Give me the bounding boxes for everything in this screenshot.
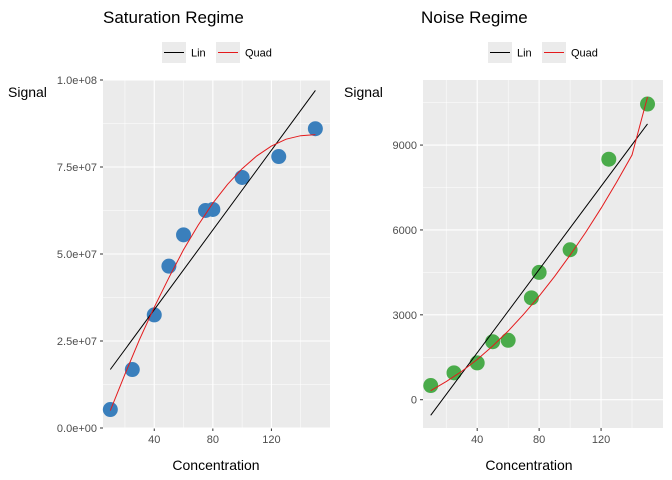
- data-point: [601, 151, 617, 167]
- chart-panel-noise: Noise Regime Lin Quad Signal Concentrati…: [344, 8, 598, 473]
- data-point: [469, 355, 485, 371]
- x-tick-label: 40: [148, 434, 160, 446]
- legend-label-lin: Lin: [517, 48, 532, 60]
- legend: Lin Quad: [488, 42, 598, 63]
- x-tick-label: 40: [471, 434, 483, 446]
- legend: Lin Quad: [162, 42, 272, 63]
- series-line-quad: [430, 96, 648, 392]
- y-tick-label: 1.0e+08: [57, 75, 97, 87]
- data-point: [161, 258, 177, 274]
- data-point: [446, 365, 462, 381]
- y-tick-label: 3000: [393, 310, 417, 322]
- y-tick-label: 0.0e+00: [57, 423, 97, 435]
- data-point: [640, 96, 656, 112]
- data-point: [500, 332, 516, 348]
- data-point: [146, 307, 162, 323]
- data-point: [271, 149, 287, 165]
- chart-title: Noise Regime: [421, 8, 528, 27]
- x-tick-label: 120: [592, 434, 610, 446]
- legend-label-lin: Lin: [191, 48, 206, 60]
- data-point: [176, 227, 192, 243]
- data-point: [531, 264, 547, 280]
- y-axis-label: Signal: [8, 84, 47, 100]
- legend-label-quad: Quad: [245, 48, 272, 60]
- y-tick-label: 0: [411, 395, 417, 407]
- x-axis-label: Concentration: [485, 457, 572, 473]
- plot-area-saturation: 40 80 120 0.0e+00 2.5e+07 5.0e+07 7.5e+07 1.0e+…: [57, 75, 330, 446]
- series-line-quad: [109, 134, 316, 411]
- x-tick-label: 80: [207, 434, 219, 446]
- data-point: [485, 334, 501, 350]
- series-line-lin: [109, 90, 316, 370]
- data-point: [423, 378, 439, 394]
- x-tick-label: 80: [533, 434, 545, 446]
- chart-title: Saturation Regime: [103, 8, 244, 27]
- y-tick-label: 6000: [393, 225, 417, 237]
- x-tick-label: 120: [262, 434, 280, 446]
- x-axis-label: Concentration: [172, 457, 259, 473]
- y-tick-label: 9000: [393, 140, 417, 152]
- y-tick-label: 7.5e+07: [57, 162, 97, 174]
- y-tick-label: 5.0e+07: [57, 249, 97, 261]
- data-point: [205, 201, 221, 217]
- data-point: [234, 169, 250, 185]
- chart-panel-saturation: Saturation Regime Lin Quad Signal Concen…: [8, 8, 272, 473]
- y-tick-label: 2.5e+07: [57, 336, 97, 348]
- data-point: [307, 121, 323, 137]
- y-axis-label: Signal: [344, 84, 383, 100]
- series-line-lin: [430, 123, 648, 416]
- legend-label-quad: Quad: [571, 48, 598, 60]
- data-point: [523, 290, 539, 306]
- data-point: [562, 242, 578, 258]
- plot-area-noise: 40 80 120 0 3000 6000 9000: [393, 80, 663, 446]
